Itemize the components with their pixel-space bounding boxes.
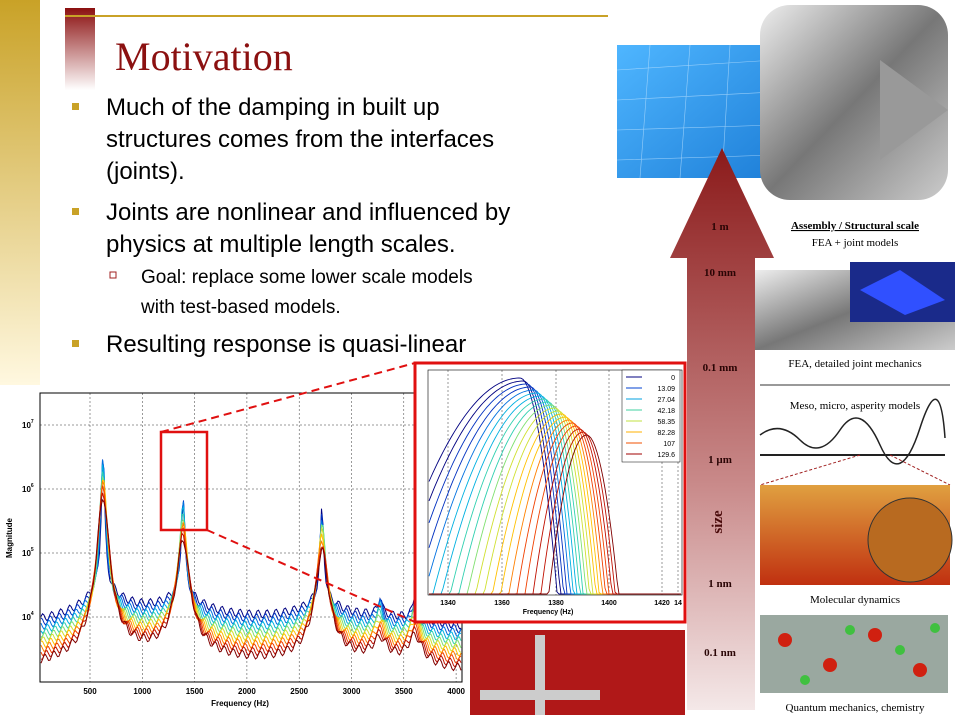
x-tick-label: 1380 [548, 600, 564, 607]
tick-exponent: 4 [31, 611, 34, 617]
scale-level: 0.1 mm [703, 362, 738, 374]
x-tick-label: 1000 [133, 687, 151, 696]
title-accent [65, 8, 95, 90]
scale-level: 0.1 nm [704, 647, 736, 659]
zoom-leader [160, 362, 416, 623]
x-tick-label: 3500 [395, 687, 413, 696]
asperity-profile [759, 398, 946, 465]
y-tick-label: 107 [22, 419, 34, 430]
scale-level: 1 m [711, 221, 728, 233]
bullet-list: Much of the damping in built up structure… [72, 94, 510, 358]
zoom-box [159, 430, 209, 532]
inset-x-label: Frequency (Hz) [523, 609, 574, 616]
atoms [778, 623, 940, 685]
x-tick-label: 4000 [447, 687, 465, 696]
x-tick-label: 14 [674, 600, 682, 607]
scale-caption: Quantum mechanics, chemistry [786, 702, 925, 714]
mesh-lines [616, 44, 776, 179]
legend-label: 82.28 [657, 430, 675, 437]
y-tick-label: 105 [22, 547, 34, 558]
zoom-lines [759, 454, 951, 486]
bullet-text: (joints). [106, 158, 185, 185]
inset-plot: 1340 1360 1380 1400 1420 14 0 13.09 27.04 42.18 58… [428, 369, 682, 607]
scale-caption: Meso, micro, asperity models [790, 400, 920, 412]
inset-curve [429, 434, 681, 595]
legend-label: 0 [671, 375, 675, 382]
scale: 1 m 10 mm 0.1 mm 1 µm 1 nm 0.1 nm Assembly / S… [703, 220, 925, 714]
x-tick-label: 1400 [601, 600, 617, 607]
joint-mesh-part [860, 270, 945, 315]
test-rig [480, 635, 600, 715]
x-tick-label: 2500 [290, 687, 308, 696]
legend-label: 129.6 [657, 452, 675, 459]
bullet-text: physics at multiple length scales. [106, 231, 456, 258]
tick-base: 10 [22, 549, 31, 558]
molecular-zoom [867, 497, 953, 583]
legend-label: 58.35 [657, 419, 675, 426]
slide-title: Motivation [115, 34, 293, 79]
response-curve [40, 462, 462, 630]
test-photo [470, 630, 685, 715]
legend-label: 27.04 [657, 397, 675, 404]
bullet-marker [72, 340, 79, 347]
sub-bullet-marker [109, 271, 117, 279]
bullet-text: Resulting response is quasi-linear [106, 331, 466, 358]
bullet-text: structures comes from the interfaces [106, 126, 494, 153]
x-tick-label: 1500 [186, 687, 204, 696]
legend-label: 42.18 [657, 408, 675, 415]
size-label: size [710, 510, 726, 534]
bullet-text: Joints are nonlinear and influenced by [106, 199, 510, 226]
y-tick-label: 104 [22, 611, 34, 622]
x-tick-label: 3000 [343, 687, 361, 696]
bullet-marker [72, 103, 79, 110]
engine-image [760, 5, 948, 200]
size-arrow [670, 148, 774, 710]
bullet-marker [72, 208, 79, 215]
y-axis-label: Magnitude [5, 517, 14, 558]
scale-caption: Molecular dynamics [810, 594, 900, 606]
x-tick-label: 1360 [494, 600, 510, 607]
legend-box [621, 369, 681, 463]
scale-caption: FEA, detailed joint mechanics [788, 358, 921, 370]
x-axis-label: Frequency (Hz) [211, 699, 269, 708]
sub-bullet-text: Goal: replace some lower scale models [141, 267, 473, 288]
engine-cone [880, 60, 948, 160]
tick-exponent: 6 [31, 483, 34, 489]
x-tick-label: 1340 [440, 600, 456, 607]
main-plot: 500 1000 1500 2000 2500 3000 3500 4000107106105… [22, 393, 466, 696]
scale-caption: Assembly / Structural scale [791, 220, 919, 232]
response-curve [40, 498, 462, 672]
side-band [0, 0, 40, 385]
scale-level: 1 µm [708, 454, 732, 466]
bullet-text: Much of the damping in built up [106, 94, 440, 121]
scale-level: 10 mm [704, 267, 736, 279]
scale-level: 1 nm [708, 578, 732, 590]
legend-label: 107 [663, 441, 675, 448]
quantum-image [760, 615, 948, 693]
tick-exponent: 7 [31, 419, 34, 425]
x-tick-label: 500 [83, 687, 97, 696]
scale-caption: FEA + joint models [812, 237, 899, 249]
tick-base: 10 [22, 421, 31, 430]
tick-base: 10 [22, 613, 31, 622]
sub-bullet-text: with test-based models. [140, 297, 341, 318]
x-tick-label: 2000 [238, 687, 256, 696]
tick-exponent: 5 [31, 547, 34, 553]
legend-label: 13.09 [657, 386, 675, 393]
x-tick-label: 1420 [654, 600, 670, 607]
tick-base: 10 [22, 485, 31, 494]
y-tick-label: 106 [22, 483, 34, 494]
